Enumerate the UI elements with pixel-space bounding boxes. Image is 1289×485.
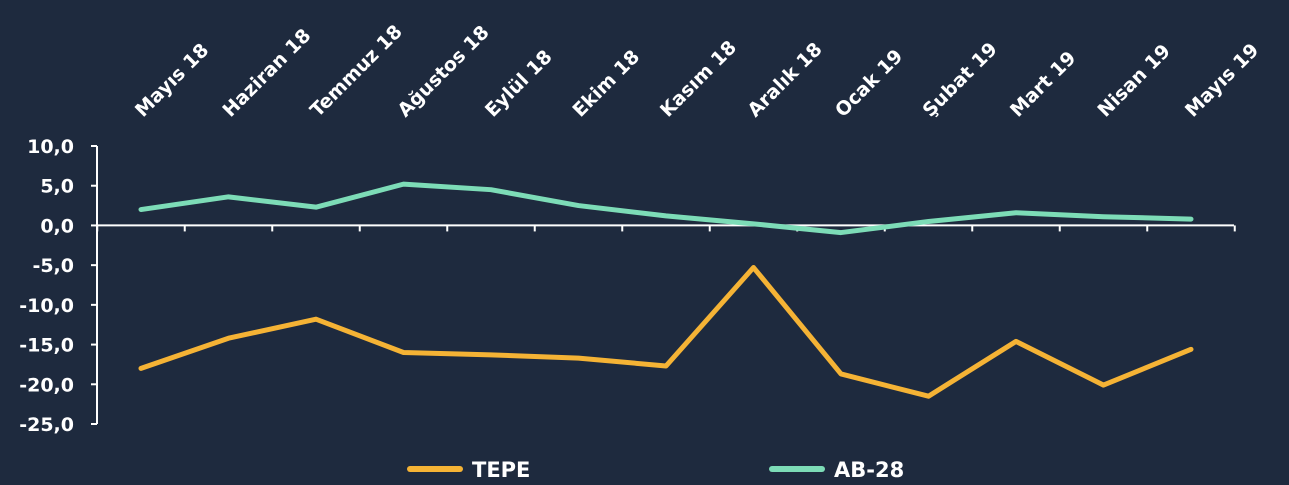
- y-tick-label: 5,0: [40, 176, 74, 198]
- category-label: Aralık 18: [743, 38, 826, 121]
- category-label: Haziran 18: [218, 25, 315, 122]
- series-line-ab-28: [138, 181, 1194, 236]
- category-label: Ağustos 18: [393, 21, 493, 121]
- category-label: Şubat 19: [918, 38, 1001, 121]
- legend-label: TEPE: [472, 458, 530, 482]
- legend: TEPE AB-28: [407, 458, 904, 482]
- category-label: Mart 19: [1006, 47, 1080, 121]
- category-label: Nisan 19: [1093, 40, 1174, 121]
- y-tick-label: -25,0: [19, 414, 74, 436]
- category-label: Mayıs 19: [1181, 39, 1263, 121]
- y-tick-label: 0,0: [40, 215, 74, 237]
- category-label: Kasım 18: [656, 37, 741, 122]
- y-tick-label: -15,0: [19, 335, 74, 357]
- y-tick-label: -20,0: [19, 374, 74, 396]
- y-tick-label: 10,0: [27, 136, 74, 158]
- category-label: Eylül 18: [481, 46, 557, 122]
- x-axis: [96, 224, 1236, 232]
- category-label: Mayıs 18: [131, 39, 213, 121]
- series-line-tepe: [138, 265, 1194, 399]
- category-label: Temmuz 18: [306, 21, 407, 122]
- series-lines: [138, 181, 1194, 399]
- y-axis: 10,0 5,0 0,0 -5,0 -10,0 -15,0 -20,0 -25,0: [19, 136, 98, 436]
- y-tick-label: -10,0: [19, 295, 74, 317]
- category-label: Ekim 18: [568, 46, 644, 122]
- y-tick-label: -5,0: [32, 255, 74, 277]
- category-label: Ocak 19: [831, 45, 907, 121]
- legend-label: AB-28: [834, 458, 904, 482]
